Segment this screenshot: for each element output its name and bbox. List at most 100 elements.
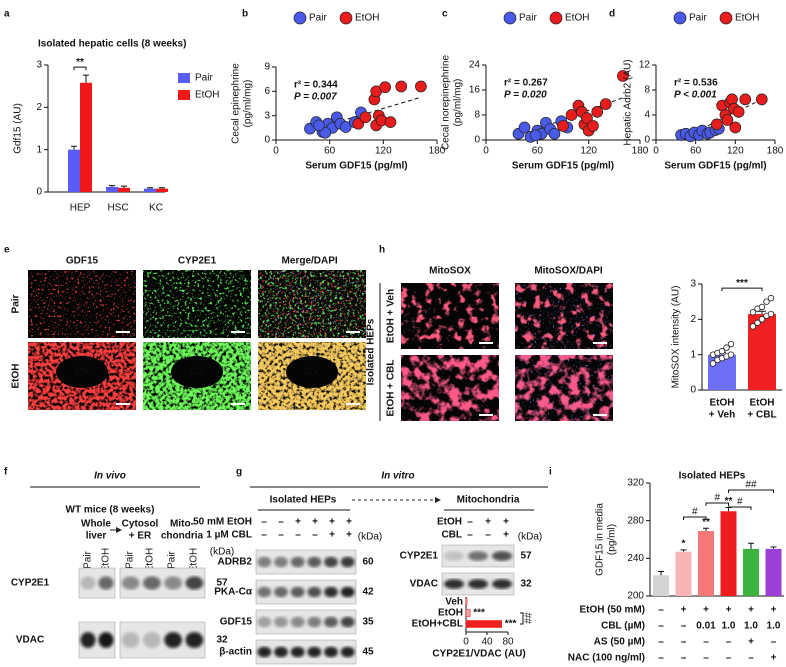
fraction-label: + ER (129, 531, 152, 542)
column-header: CYP2E1 (178, 256, 217, 267)
blot-band (185, 576, 204, 590)
blot-band (290, 646, 305, 658)
x-axis-label: Serum GDF15 (pg/ml) (664, 161, 766, 172)
kda-label: (kDa) (518, 532, 542, 543)
blot-label: β-actin (219, 647, 252, 658)
condition-cell: + (748, 605, 754, 616)
scatter-point (415, 80, 427, 93)
significance-label: ** (725, 496, 733, 507)
fraction-label: liver (86, 531, 107, 542)
condition-cell: – (658, 653, 664, 664)
blot-band (274, 646, 288, 658)
blot-band (307, 616, 322, 628)
significance-bracket (520, 612, 524, 625)
blot-band (324, 646, 338, 658)
bar (743, 548, 759, 596)
blot-band (307, 556, 322, 568)
scatter-point (729, 121, 742, 134)
bar (465, 620, 503, 628)
micrograph-signal (143, 270, 251, 338)
y-tick-label: 3 (264, 110, 270, 121)
significance-bracket (73, 66, 87, 71)
blot-band (80, 632, 96, 648)
treatment-label: EtOH (437, 517, 462, 528)
blot-band (340, 586, 355, 598)
micrograph-signal (28, 270, 136, 338)
x-tick-label: 0 (273, 146, 279, 157)
treatment-cell: – (261, 517, 267, 528)
condition-cell: – (681, 621, 687, 632)
scatter-point (581, 112, 593, 124)
kda-value: 32 (520, 579, 532, 590)
y-tick-label: 2 (690, 314, 696, 325)
y-tick-label: 3 (690, 279, 696, 290)
column-header: Merge (282, 256, 312, 267)
y-axis-label: Gdf15 (AU) (13, 103, 24, 154)
scatter-point (548, 127, 561, 140)
x-tick-label: 120 (727, 146, 744, 157)
blot-band (324, 586, 338, 598)
blot-label: PKA-Cα (214, 587, 253, 598)
y-tick-label: 0 (474, 135, 480, 146)
treatment-label: 50 mM EtOH (193, 517, 252, 528)
scatter-point (518, 121, 531, 134)
fraction-label: chondria (161, 531, 204, 542)
blot-label: GDF15 (220, 617, 253, 628)
x-axis-label: Serum GDF15 (pg/ml) (305, 161, 407, 172)
significance-label: *** (505, 619, 517, 630)
y-axis-label: (pg/ml/mg) (243, 80, 254, 128)
scatter-point (617, 70, 629, 82)
bar (465, 609, 471, 617)
treatment-cell: – (278, 530, 284, 541)
condition-cell: 1.0 (722, 621, 736, 632)
x-tick-label: 120 (375, 146, 392, 157)
y-tick-label: EtOH (438, 608, 463, 619)
treatment-cell: + (485, 517, 491, 528)
data-point (749, 323, 757, 330)
legend-swatch (178, 90, 190, 100)
blot-band (340, 556, 355, 568)
bar (144, 188, 156, 192)
data-point (727, 340, 735, 348)
condition-cell: + (748, 637, 754, 648)
treatment-cell: + (312, 517, 318, 528)
blot-band (274, 586, 288, 598)
subsection-title: Isolated HEPs (270, 495, 337, 506)
condition-label: NAC (100 ng/ml) (568, 653, 645, 664)
micrograph-signal (515, 283, 613, 349)
x-axis-label: Serum GDF15 (pg/ml) (512, 161, 614, 172)
data-point (758, 316, 766, 323)
micrograph-signal (401, 355, 499, 421)
subsection-title: Mitochondria (457, 495, 520, 506)
legend-label: Pair (689, 13, 707, 24)
y-tick-label: 320 (627, 478, 644, 489)
y-axis-label: (pg/ml/mg) (453, 79, 464, 127)
blot-band (443, 579, 465, 589)
error-bar (147, 187, 153, 189)
blot-band (164, 576, 183, 590)
x-tick-label: 120 (580, 146, 597, 157)
bar (156, 188, 168, 192)
significance-label: ## (524, 612, 535, 624)
micrograph-signal (515, 355, 613, 421)
blot-band (274, 556, 288, 568)
data-point (718, 347, 726, 355)
y-axis-label: Cecal norepinephrine (441, 55, 452, 151)
panel-letter: g (236, 467, 242, 478)
y-tick-label: 1 (690, 349, 696, 360)
kda-value: 60 (362, 557, 374, 568)
comparison-label: # (714, 493, 720, 504)
blot-label: VDAC (16, 635, 44, 646)
x-tick-label: HEP (70, 203, 91, 214)
data-point (749, 309, 757, 316)
blot (255, 639, 357, 665)
data-point (754, 319, 761, 327)
comparison-bracket (683, 516, 707, 520)
condition-label: CBL (µM) (601, 621, 645, 632)
condition-cell: + (771, 653, 777, 664)
y-tick-label: 0 (36, 187, 42, 198)
blot-band (307, 586, 322, 598)
legend-label: EtOH (565, 13, 589, 24)
scatter-point (565, 109, 578, 121)
blot-band (98, 576, 114, 590)
